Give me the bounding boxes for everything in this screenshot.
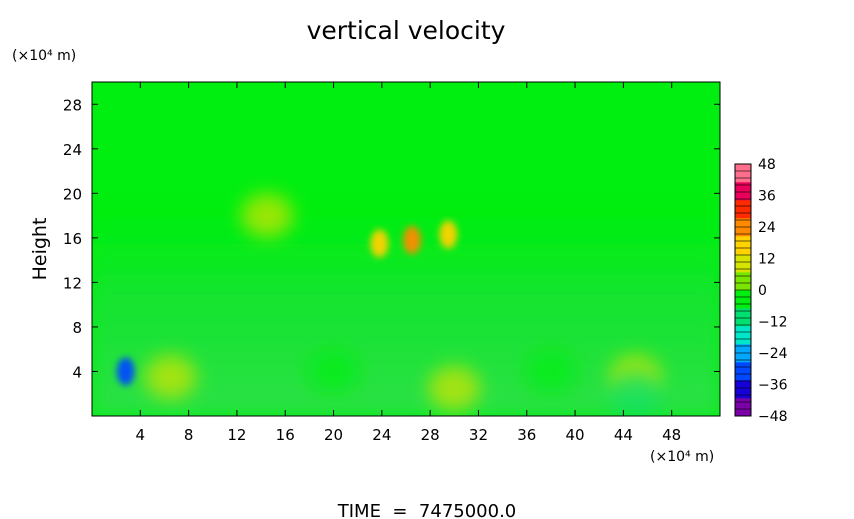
x-tick-label: 40	[566, 426, 585, 444]
colorbar-swatch	[735, 308, 751, 327]
colorbar-tick-label: 0	[758, 283, 767, 299]
x-tick-label: 32	[469, 426, 488, 444]
colorbar-tick-label: 48	[758, 157, 776, 173]
colorbar-frame	[734, 163, 752, 417]
colorbar-tick-label: −24	[758, 346, 788, 362]
colorbar-tick-label: −48	[758, 409, 788, 425]
colorbar-swatch	[735, 236, 751, 255]
colorbar-swatch	[735, 182, 751, 201]
time-footer: TIME = 7475000.0	[337, 501, 517, 519]
heatmap-feature	[428, 366, 481, 411]
x-tick-label: 4	[136, 426, 146, 444]
colorbar-swatch	[735, 200, 751, 219]
heatmap-feature	[307, 349, 360, 394]
colorbar-swatch	[735, 272, 751, 291]
colorbar: 48 36 24 12 0 −12 −24 −36 −48	[734, 157, 788, 425]
colorbar-swatch	[735, 362, 751, 381]
x-axis: 4 8 12 16 20 24 28 32 36 40 44 48	[136, 82, 681, 444]
heatmap-feature	[116, 357, 135, 386]
colorbar-swatch	[735, 326, 751, 345]
colorbar-swatch	[735, 380, 751, 399]
y-axis-label: Height	[29, 218, 51, 281]
colorbar-swatch	[735, 398, 751, 417]
x-tick-label: 12	[227, 426, 246, 444]
y-tick-label: 24	[63, 141, 82, 159]
y-tick-label: 28	[63, 96, 82, 114]
y-tick-label: 16	[63, 230, 82, 248]
x-tick-label: 36	[517, 426, 536, 444]
chart-title: vertical velocity	[307, 16, 506, 45]
x-tick-label: 48	[662, 426, 681, 444]
heatmap-feature	[370, 229, 389, 258]
heatmap-feature	[241, 193, 294, 238]
y-tick-label: 8	[72, 319, 82, 337]
heatmap-features	[116, 193, 662, 416]
colorbar-tick-label: −12	[758, 315, 788, 331]
x-tick-label: 28	[421, 426, 440, 444]
colorbar-swatch	[735, 164, 751, 183]
heatmap-feature	[144, 355, 197, 400]
heatmap-feature	[439, 220, 458, 249]
x-tick-label: 8	[184, 426, 194, 444]
x-unit-label: (×10⁴ m)	[650, 449, 714, 465]
colorbar-tick-label: −36	[758, 378, 788, 394]
y-unit-label: (×10⁴ m)	[12, 48, 76, 64]
plot-frame	[91, 81, 721, 417]
colorbar-swatch	[735, 254, 751, 273]
x-tick-label: 20	[324, 426, 343, 444]
y-axis: 4 8 12 16 20 24 28	[63, 96, 720, 381]
heatmap-feature	[403, 226, 422, 255]
x-tick-label: 24	[372, 426, 391, 444]
x-tick-label: 16	[276, 426, 295, 444]
heatmap-field	[92, 82, 720, 416]
y-tick-label: 20	[63, 185, 82, 203]
colorbar-tick-label: 12	[758, 252, 776, 268]
y-tick-label: 4	[72, 363, 82, 381]
y-tick-label: 12	[63, 274, 82, 292]
colorbar-tick-label: 24	[758, 220, 776, 236]
colorbar-swatch	[735, 290, 751, 309]
heatmap-feature	[524, 349, 577, 394]
colorbar-tick-label: 36	[758, 189, 776, 205]
heatmap-feature	[609, 371, 662, 416]
x-tick-label: 44	[614, 426, 633, 444]
